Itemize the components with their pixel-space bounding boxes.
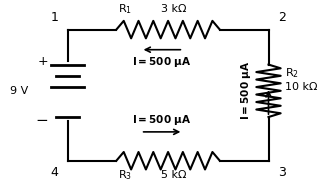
Text: 9 V: 9 V	[10, 86, 28, 96]
Text: 5 kΩ: 5 kΩ	[161, 170, 187, 180]
Text: +: +	[37, 55, 48, 68]
Text: $\mathbf{I = 500\ \mu A}$: $\mathbf{I = 500\ \mu A}$	[132, 113, 192, 127]
Text: 1: 1	[51, 11, 59, 24]
Text: 3 kΩ: 3 kΩ	[161, 4, 187, 14]
Text: $\mathbf{I = 500\ \mu A}$: $\mathbf{I = 500\ \mu A}$	[132, 55, 192, 69]
Text: 4: 4	[51, 166, 59, 179]
Text: R$_3$: R$_3$	[118, 168, 132, 182]
Text: 3: 3	[278, 166, 286, 179]
Text: −: −	[35, 113, 48, 128]
Text: R$_2$: R$_2$	[285, 66, 299, 80]
Text: 2: 2	[278, 11, 286, 24]
Text: 10 kΩ: 10 kΩ	[285, 82, 318, 92]
Text: R$_1$: R$_1$	[118, 2, 132, 16]
Text: $\mathbf{I = 500\ \mu A}$: $\mathbf{I = 500\ \mu A}$	[239, 61, 253, 120]
